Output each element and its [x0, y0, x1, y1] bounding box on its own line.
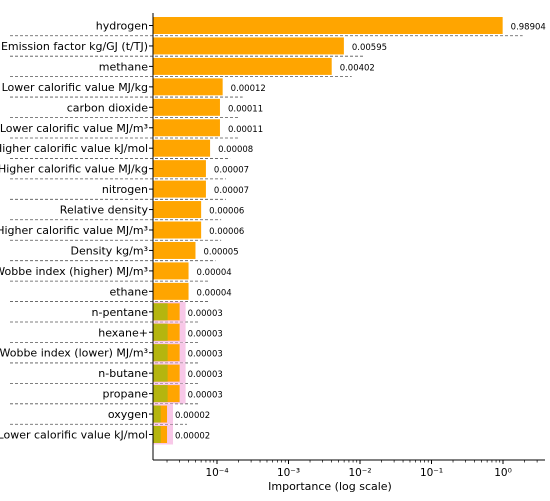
category-label: Lower calorific value kJ/mol [0, 429, 148, 442]
category-label: n-pentane [92, 306, 149, 319]
category-label: nitrogen [102, 183, 148, 196]
bar [153, 160, 206, 178]
bar [153, 139, 211, 157]
category-label: Higher calorific value MJ/kg [0, 163, 148, 176]
category-label: oxygen [108, 408, 148, 421]
row-separators [10, 35, 523, 425]
x-tick-label: 10⁻¹ [420, 467, 443, 479]
bar-inner-segment [153, 385, 168, 403]
value-label: 0.00011 [228, 104, 263, 114]
bar [153, 241, 196, 259]
bars [153, 17, 503, 445]
value-label: 0.00004 [197, 288, 232, 298]
bar [153, 57, 332, 75]
x-tick-label: 10⁻³ [277, 467, 300, 479]
bar [153, 201, 202, 219]
category-label: Density kg/m³ [71, 244, 149, 257]
value-label: 0.00006 [209, 227, 244, 237]
category-label: Wobbe index (lower) MJ/m³ [0, 347, 148, 360]
value-label: 0.00011 [228, 125, 263, 135]
value-labels: 0.98904 0.00595 0.00402 0.00012 0.00011 0.000… [175, 23, 546, 442]
axes: 10⁻⁴ 10⁻³ 10⁻² 10⁻¹ 10⁰ [149, 13, 545, 479]
bar-inner-segment [153, 303, 168, 321]
value-label: 0.00002 [175, 432, 210, 442]
value-label: 0.00004 [197, 268, 232, 278]
value-label: 0.00007 [214, 166, 249, 176]
value-label: 0.00005 [203, 247, 238, 257]
category-label: ethane [109, 285, 148, 298]
value-label: 0.00008 [218, 145, 253, 155]
value-label: 0.00595 [352, 43, 387, 53]
category-label: Emission factor kg/GJ (t/TJ) [1, 40, 148, 53]
bar [153, 221, 202, 239]
bar [153, 78, 223, 96]
value-label: 0.00012 [231, 84, 266, 94]
category-label: Higher calorific value kJ/mol [0, 142, 148, 155]
bar [153, 262, 189, 280]
category-label: Wobbe index (higher) MJ/m³ [0, 265, 148, 278]
bar-inner-segment [153, 426, 161, 443]
category-label: Relative density [60, 204, 149, 217]
bar [153, 282, 189, 300]
value-label: 0.00402 [340, 63, 375, 73]
bar [153, 98, 220, 116]
category-labels: hydrogen Emission factor kg/GJ (t/TJ) meth… [0, 20, 148, 442]
bar-inner-segment [153, 344, 168, 362]
bar-inner-segment [153, 323, 168, 341]
category-label: n-butane [98, 367, 148, 380]
value-label: 0.98904 [511, 23, 546, 33]
bar [153, 119, 220, 137]
category-label: methane [99, 60, 148, 73]
value-label: 0.00003 [188, 391, 223, 401]
bar-inner-segment [153, 364, 168, 382]
value-label: 0.00003 [188, 370, 223, 380]
x-tick-label: 10⁻⁴ [205, 467, 228, 479]
bar [153, 17, 503, 34]
x-tick-label: 10⁻² [348, 467, 371, 479]
value-label: 0.00003 [188, 329, 223, 339]
bar [153, 37, 344, 55]
value-label: 0.00003 [188, 350, 223, 360]
category-label: Lower calorific value MJ/m³ [0, 122, 148, 135]
category-label: carbon dioxide [67, 101, 148, 114]
category-label: Higher calorific value MJ/m³ [0, 224, 148, 237]
category-label: hexane+ [98, 326, 148, 339]
bar-inner-segment [153, 405, 161, 423]
value-label: 0.00007 [214, 186, 249, 196]
category-label: propane [103, 388, 149, 401]
value-label: 0.00002 [175, 411, 210, 421]
bar [153, 180, 206, 198]
category-label: Lower calorific value MJ/kg [2, 81, 148, 94]
x-axis-title: Importance (log scale) [268, 480, 392, 493]
value-label: 0.00003 [188, 309, 223, 319]
x-tick-label: 10⁰ [494, 467, 512, 479]
category-label: hydrogen [96, 20, 148, 33]
value-label: 0.00006 [209, 207, 244, 217]
